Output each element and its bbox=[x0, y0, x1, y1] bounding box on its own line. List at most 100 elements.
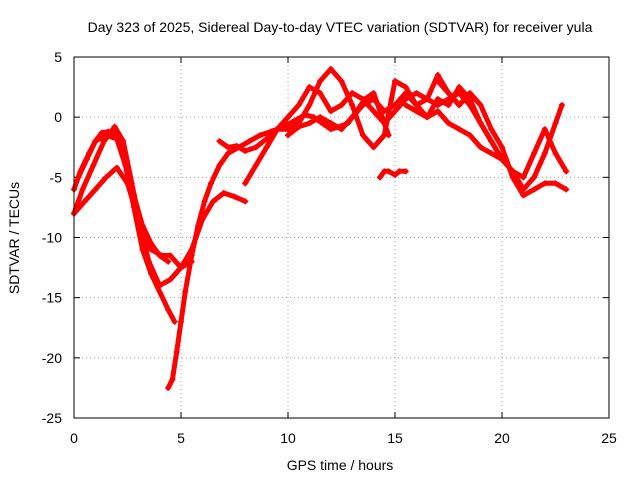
series-arc-3 bbox=[71, 164, 249, 289]
data-point bbox=[327, 126, 334, 133]
data-point bbox=[171, 318, 178, 325]
data-point bbox=[402, 102, 409, 109]
data-point bbox=[392, 102, 398, 109]
data-point bbox=[520, 192, 527, 199]
data-point bbox=[370, 144, 377, 151]
data-point bbox=[424, 114, 431, 121]
data-point bbox=[242, 180, 249, 187]
data-point bbox=[445, 120, 452, 127]
data-point bbox=[392, 171, 398, 178]
data-point bbox=[456, 126, 463, 133]
data-point bbox=[509, 168, 516, 175]
grid-layer bbox=[74, 57, 609, 418]
data-point bbox=[188, 252, 195, 259]
x-tick-label: 15 bbox=[387, 430, 403, 446]
data-point bbox=[79, 186, 86, 193]
data-point bbox=[413, 90, 420, 97]
series-arc-8 bbox=[285, 90, 505, 163]
data-point bbox=[182, 288, 189, 295]
data-point bbox=[148, 240, 155, 247]
data-point bbox=[552, 150, 559, 157]
data-point bbox=[477, 102, 484, 109]
data-point bbox=[306, 84, 313, 91]
data-point bbox=[195, 222, 202, 229]
data-point bbox=[92, 138, 99, 145]
data-point bbox=[392, 78, 398, 85]
data-point bbox=[381, 108, 388, 115]
data-point bbox=[531, 186, 538, 193]
series-trace bbox=[71, 165, 248, 289]
data-point bbox=[466, 132, 473, 139]
data-point bbox=[477, 144, 484, 151]
data-point bbox=[90, 162, 97, 169]
data-point bbox=[285, 126, 291, 133]
data-point bbox=[359, 102, 366, 109]
data-point bbox=[370, 96, 377, 103]
data-point bbox=[338, 102, 345, 109]
data-point bbox=[105, 128, 112, 135]
x-tick-label: 10 bbox=[280, 430, 296, 446]
data-point bbox=[385, 168, 392, 175]
series-arc-4 bbox=[75, 128, 172, 265]
data-point bbox=[156, 282, 163, 289]
data-point bbox=[216, 138, 223, 145]
data-point bbox=[349, 102, 356, 109]
data-point bbox=[396, 168, 403, 175]
data-point bbox=[424, 96, 431, 103]
x-tick-label: 0 bbox=[70, 430, 78, 446]
series-arc-5 bbox=[165, 90, 392, 391]
data-point bbox=[456, 102, 463, 109]
data-point bbox=[552, 120, 559, 127]
data-point bbox=[445, 90, 452, 97]
data-point bbox=[98, 129, 105, 136]
data-point bbox=[327, 120, 334, 127]
data-point bbox=[216, 162, 223, 169]
data-point bbox=[274, 126, 281, 133]
data-point bbox=[434, 96, 441, 103]
data-point bbox=[167, 252, 174, 259]
data-point bbox=[488, 150, 495, 157]
data-point bbox=[100, 138, 107, 145]
data-point bbox=[434, 72, 441, 79]
data-point bbox=[541, 180, 548, 187]
data-point bbox=[349, 90, 356, 97]
data-point bbox=[349, 114, 356, 121]
data-point bbox=[231, 193, 238, 200]
data-point bbox=[295, 123, 302, 130]
data-point bbox=[499, 156, 505, 163]
data-point bbox=[381, 120, 388, 127]
data-point bbox=[402, 96, 409, 103]
data-point bbox=[207, 180, 214, 187]
data-point bbox=[233, 143, 240, 150]
data-point bbox=[402, 168, 409, 175]
data-point bbox=[178, 264, 184, 271]
data-point bbox=[413, 108, 420, 115]
data-point bbox=[220, 189, 227, 196]
data-point bbox=[83, 156, 90, 163]
series-trace bbox=[165, 90, 392, 391]
data-point bbox=[563, 168, 570, 175]
data-point bbox=[295, 102, 302, 109]
data-point bbox=[252, 144, 259, 151]
data-point bbox=[156, 252, 163, 259]
y-tick-label: -25 bbox=[42, 410, 62, 426]
data-point bbox=[165, 258, 172, 265]
data-point bbox=[285, 114, 291, 121]
data-point bbox=[377, 174, 384, 181]
y-tick-label: -15 bbox=[42, 290, 62, 306]
data-point bbox=[488, 126, 495, 133]
y-tick-label: 0 bbox=[54, 109, 62, 125]
data-point bbox=[285, 132, 291, 139]
data-point bbox=[317, 90, 324, 97]
data-point bbox=[252, 162, 259, 169]
data-point bbox=[327, 108, 334, 115]
chart-title: Day 323 of 2025, Sidereal Day-to-day VTE… bbox=[88, 19, 593, 35]
data-point bbox=[520, 174, 527, 181]
data-point bbox=[370, 108, 377, 115]
data-point bbox=[558, 102, 565, 109]
data-point bbox=[75, 174, 82, 181]
data-point bbox=[541, 150, 548, 157]
data-point bbox=[563, 186, 570, 193]
data-point bbox=[306, 120, 313, 127]
